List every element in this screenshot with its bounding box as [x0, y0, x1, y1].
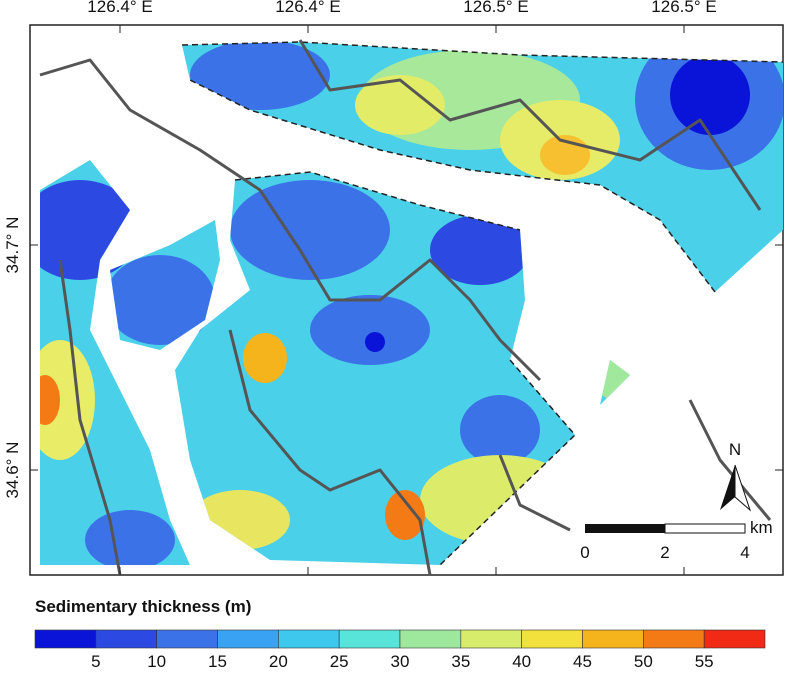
latitude-label: 34.6° N	[3, 442, 22, 499]
legend: 5 10 15 20 25 30 35 40 45 50 55	[34, 629, 766, 671]
boundary	[181, 41, 784, 566]
legend-swatch	[521, 629, 583, 649]
legend-tick-label: 45	[573, 652, 592, 671]
legend-swatch	[95, 629, 157, 649]
legend-tick-label: 40	[512, 652, 531, 671]
latitude-labels: 34.7° N 34.6° N	[3, 217, 783, 499]
coastline	[39, 39, 772, 576]
legend-swatch	[278, 629, 340, 649]
scale-label: 0	[580, 543, 589, 562]
legend-swatch	[34, 629, 97, 649]
longitude-label: 126.4° E	[275, 0, 340, 16]
legend-tick-label: 50	[634, 652, 653, 671]
legend-title: Sedimentary thickness (m)	[35, 597, 251, 616]
scale-label: 4	[740, 543, 749, 562]
scale-label: 2	[660, 543, 669, 562]
longitude-labels: 126.4° E 126.4° E 126.5° E 126.5° E	[87, 0, 717, 575]
legend-tick-label: 10	[147, 652, 166, 671]
north-label: N	[729, 440, 741, 459]
longitude-label: 126.5° E	[463, 0, 528, 16]
legend-tick-label: 15	[208, 652, 227, 671]
legend-tick-label: 35	[451, 652, 470, 671]
legend-tick-label: 55	[695, 652, 714, 671]
legend-tick-label: 20	[269, 652, 288, 671]
legend-swatch	[460, 629, 522, 649]
legend-swatch	[156, 629, 218, 649]
legend-swatch	[703, 629, 766, 649]
longitude-label: 126.4° E	[87, 0, 152, 16]
legend-swatch	[399, 629, 462, 649]
latitude-label: 34.7° N	[3, 217, 22, 274]
legend-swatch	[643, 629, 705, 649]
legend-swatch	[582, 629, 644, 649]
legend-tick-label: 30	[391, 652, 410, 671]
north-arrow: N	[720, 440, 752, 512]
legend-tick-label: 5	[91, 652, 100, 671]
scale-bar: 0 2 4 km	[580, 518, 772, 562]
legend-swatch	[338, 629, 401, 649]
legend-swatch	[217, 629, 279, 649]
legend-tick-label: 25	[330, 652, 349, 671]
longitude-label: 126.5° E	[651, 0, 716, 16]
scale-unit: km	[750, 518, 773, 537]
